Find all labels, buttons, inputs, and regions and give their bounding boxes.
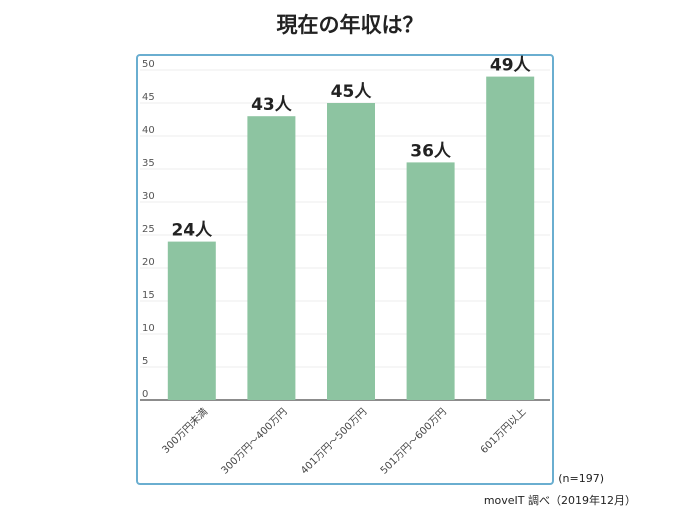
sample-note: (n=197): [558, 472, 604, 485]
y-tick-label: 40: [142, 125, 155, 136]
chart-title: 現在の年収は？: [277, 13, 424, 37]
bar: [327, 103, 375, 400]
x-tick-label: 601万円以上: [478, 406, 528, 456]
value-label: 24人: [171, 221, 213, 241]
y-tick-label: 45: [142, 92, 155, 103]
y-tick-label: 35: [142, 158, 155, 169]
x-tick-label: 300万円未満: [160, 406, 210, 456]
y-tick-label: 50: [142, 59, 155, 70]
value-label: 45人: [331, 82, 373, 102]
source-note: moveIT 調べ（2019年12月）: [484, 493, 636, 507]
y-tick-label: 20: [142, 257, 155, 268]
bar: [247, 116, 296, 400]
y-tick-label: 15: [142, 290, 155, 301]
chart-frame: [136, 54, 554, 485]
bar: [406, 162, 455, 400]
x-tick-label: 300万円～400万円: [220, 406, 290, 476]
x-tick-label: 501万円～600万円: [379, 406, 449, 476]
bar: [486, 76, 535, 400]
value-label: 36人: [410, 141, 452, 161]
y-tick-label: 5: [142, 356, 148, 367]
x-tick-label: 401万円～500万円: [299, 406, 369, 476]
y-tick-label: 10: [142, 323, 155, 334]
y-tick-label: 25: [142, 224, 155, 235]
bar: [167, 241, 216, 400]
value-label: 49人: [490, 56, 532, 76]
value-label: 43人: [251, 95, 293, 115]
y-tick-label: 30: [142, 191, 155, 202]
y-tick-label: 0: [142, 389, 148, 400]
